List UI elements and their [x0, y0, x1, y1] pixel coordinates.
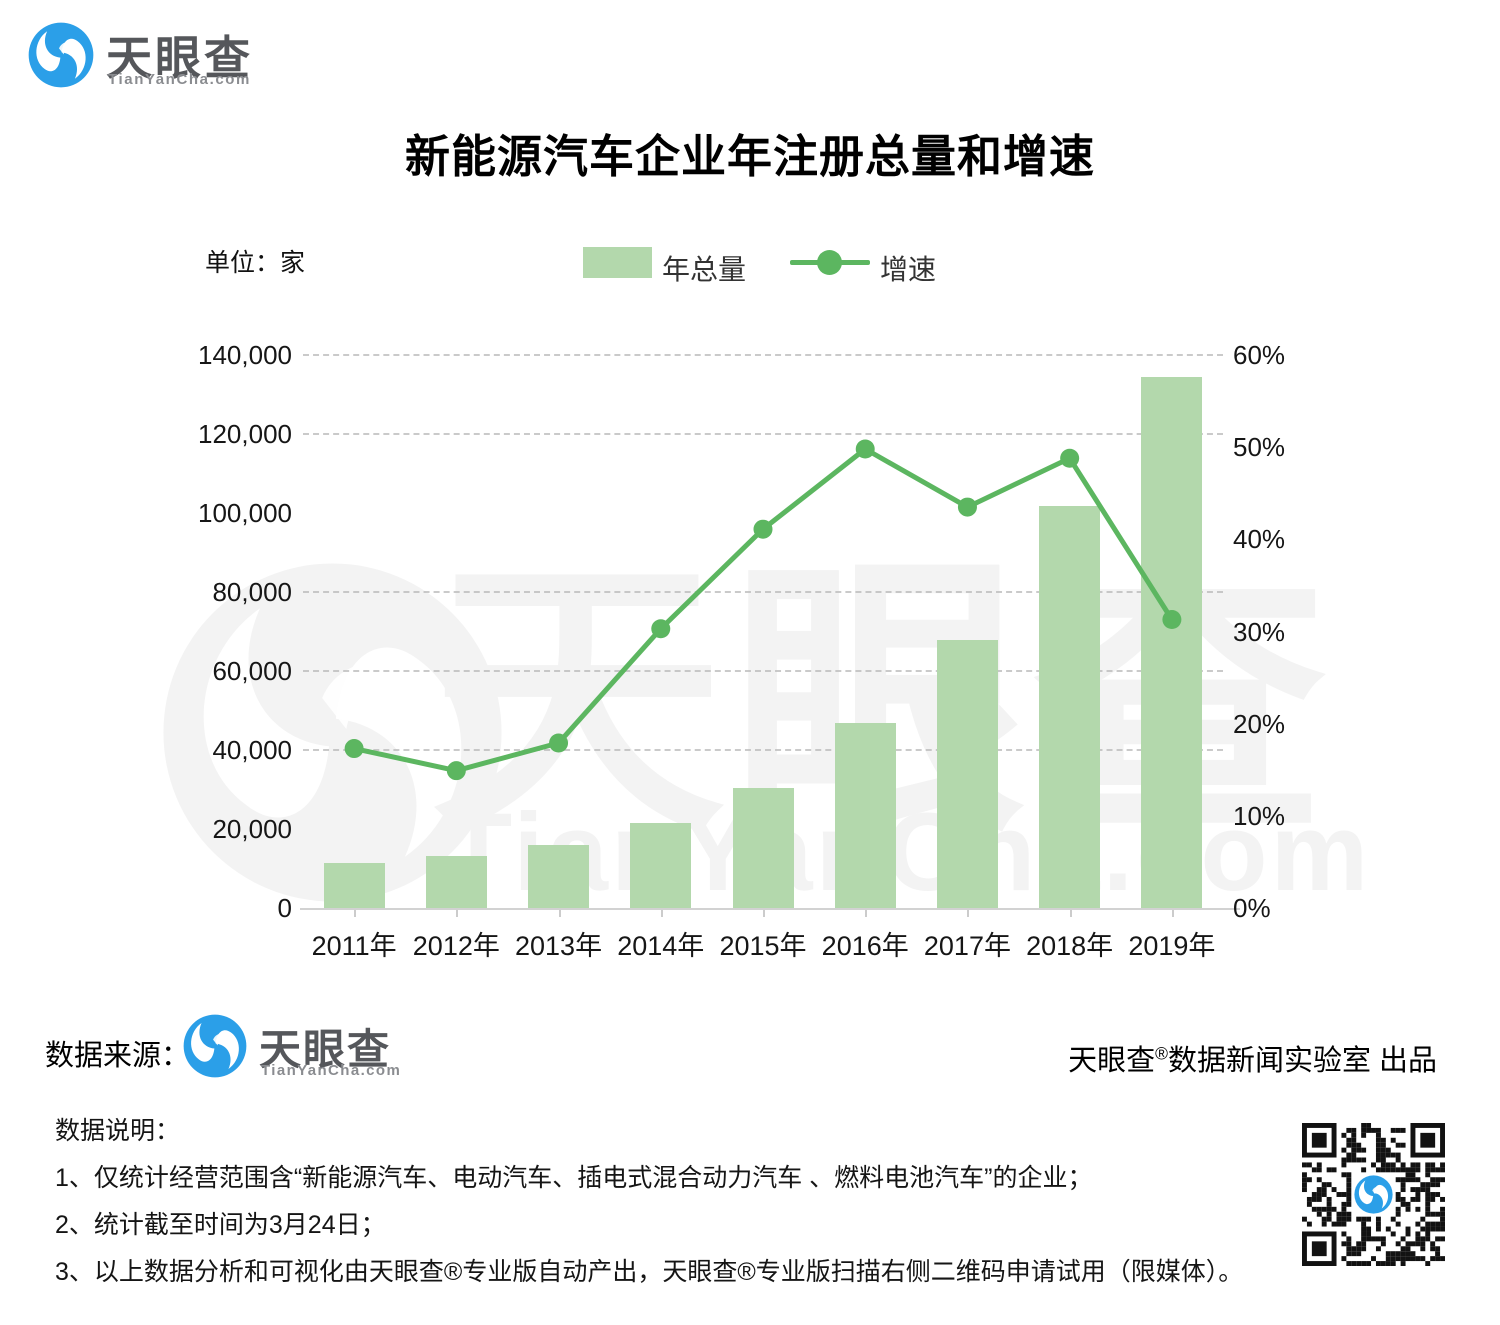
x-axis-tick	[865, 910, 868, 917]
producer-brand: 天眼查	[1068, 1045, 1156, 1077]
x-tick-label: 2013年	[515, 931, 603, 961]
data-source-label: 数据来源：	[45, 1040, 191, 1072]
x-tick-label: 2014年	[617, 931, 705, 961]
bar-2012年	[425, 855, 487, 908]
notes-block: 数据说明： 1、仅统计经营范围含“新能源汽车、电动汽车、插电式混合动力汽车 、燃…	[55, 1116, 1255, 1304]
legend-bar-swatch	[583, 247, 652, 278]
line-point-2016年	[855, 439, 875, 459]
line-point-2014年	[651, 619, 671, 639]
y-right-tick-label: 0%	[1233, 893, 1271, 923]
y-left-tick-label: 40,000	[212, 735, 292, 765]
legend-bar-label: 年总量	[662, 254, 747, 285]
line-point-2015年	[753, 519, 773, 539]
producer-rest: 数据新闻实验室 出品	[1167, 1045, 1437, 1077]
logo-brand-text: 天眼查	[106, 32, 253, 84]
gridline	[303, 354, 1223, 356]
x-tick-label: 2018年	[1026, 931, 1114, 961]
bar-2015年	[732, 787, 794, 908]
legend-line-dot	[817, 250, 842, 275]
note-item: 2、统计截至时间为3月24日；	[55, 1211, 386, 1239]
bar-2019年	[1141, 376, 1203, 908]
note-item: 1、仅统计经营范围含“新能源汽车、电动汽车、插电式混合动力汽车 、燃料电池汽车”…	[55, 1164, 1093, 1192]
logo-domain-text: TianYanCha.com	[108, 71, 251, 88]
x-tick-label: 2017年	[923, 931, 1011, 961]
x-tick-label: 2019年	[1128, 931, 1216, 961]
bar-2018年	[1039, 505, 1101, 908]
x-axis-tick	[660, 910, 663, 917]
y-right-tick-label: 20%	[1233, 708, 1286, 739]
x-axis-tick	[967, 910, 970, 917]
x-axis-tick	[456, 910, 459, 917]
y-left-tick-label: 80,000	[212, 577, 292, 607]
x-axis-tick	[558, 910, 561, 917]
tianyancha-swirl-icon	[183, 1014, 247, 1083]
line-point-2018年	[1060, 448, 1080, 468]
line-point-2012年	[446, 761, 466, 781]
x-tick-label: 2015年	[719, 931, 807, 961]
qr-center-logo	[1352, 1173, 1395, 1216]
x-axis-tick	[354, 910, 357, 917]
bar-2011年	[323, 862, 385, 908]
x-tick-label: 2016年	[821, 931, 909, 961]
x-tick-label: 2012年	[412, 931, 500, 961]
y-left-tick-label: 0	[277, 893, 292, 923]
y-right-tick-label: 50%	[1233, 432, 1286, 463]
y-left-tick-label: 60,000	[212, 656, 292, 686]
y-right-tick-label: 10%	[1233, 800, 1286, 831]
gridline	[303, 433, 1223, 435]
note-item: 3、以上数据分析和可视化由天眼查®专业版自动产出，天眼查®专业版扫描右侧二维码申…	[55, 1258, 1244, 1286]
legend-line-label: 增速	[880, 254, 937, 285]
notes-heading: 数据说明：	[55, 1117, 181, 1145]
bar-2016年	[834, 723, 896, 908]
y-left-tick-label: 100,000	[198, 498, 292, 528]
y-left-tick-label: 120,000	[198, 419, 292, 449]
y-left-tick-label: 20,000	[212, 814, 292, 844]
tianyancha-swirl-icon	[28, 22, 94, 93]
bar-2017年	[936, 639, 998, 908]
line-point-2017年	[957, 497, 977, 517]
bar-2013年	[528, 844, 590, 908]
logo-brand-text: 天眼查	[259, 1026, 392, 1073]
y-right-tick-label: 60%	[1233, 340, 1286, 370]
x-tick-label: 2011年	[311, 931, 397, 961]
x-axis-tick	[763, 910, 765, 917]
registered-mark: ®	[1155, 1043, 1168, 1064]
y-right-tick-label: 40%	[1233, 524, 1286, 555]
watermark-domain-text: TianYanCha.com	[445, 791, 1372, 914]
bar-2014年	[630, 823, 692, 908]
tianyancha-logo-footer: 天眼查 TianYanCha.com	[183, 1014, 443, 1094]
x-axis-tick	[1171, 910, 1174, 917]
x-axis-tick	[1069, 910, 1072, 917]
y-left-tick-label: 140,000	[198, 340, 292, 370]
logo-domain-text: TianYanCha.com	[261, 1062, 402, 1079]
x-axis-line	[300, 908, 1240, 910]
y-right-tick-label: 30%	[1233, 616, 1286, 647]
producer-credit: 天眼查®数据新闻实验室 出品	[837, 1037, 1437, 1079]
page-title: 新能源汽车企业年注册总量和增速	[404, 131, 1095, 182]
unit-label: 单位：家	[205, 249, 306, 277]
tianyancha-logo: 天眼查 TianYanCha.com	[28, 22, 268, 94]
